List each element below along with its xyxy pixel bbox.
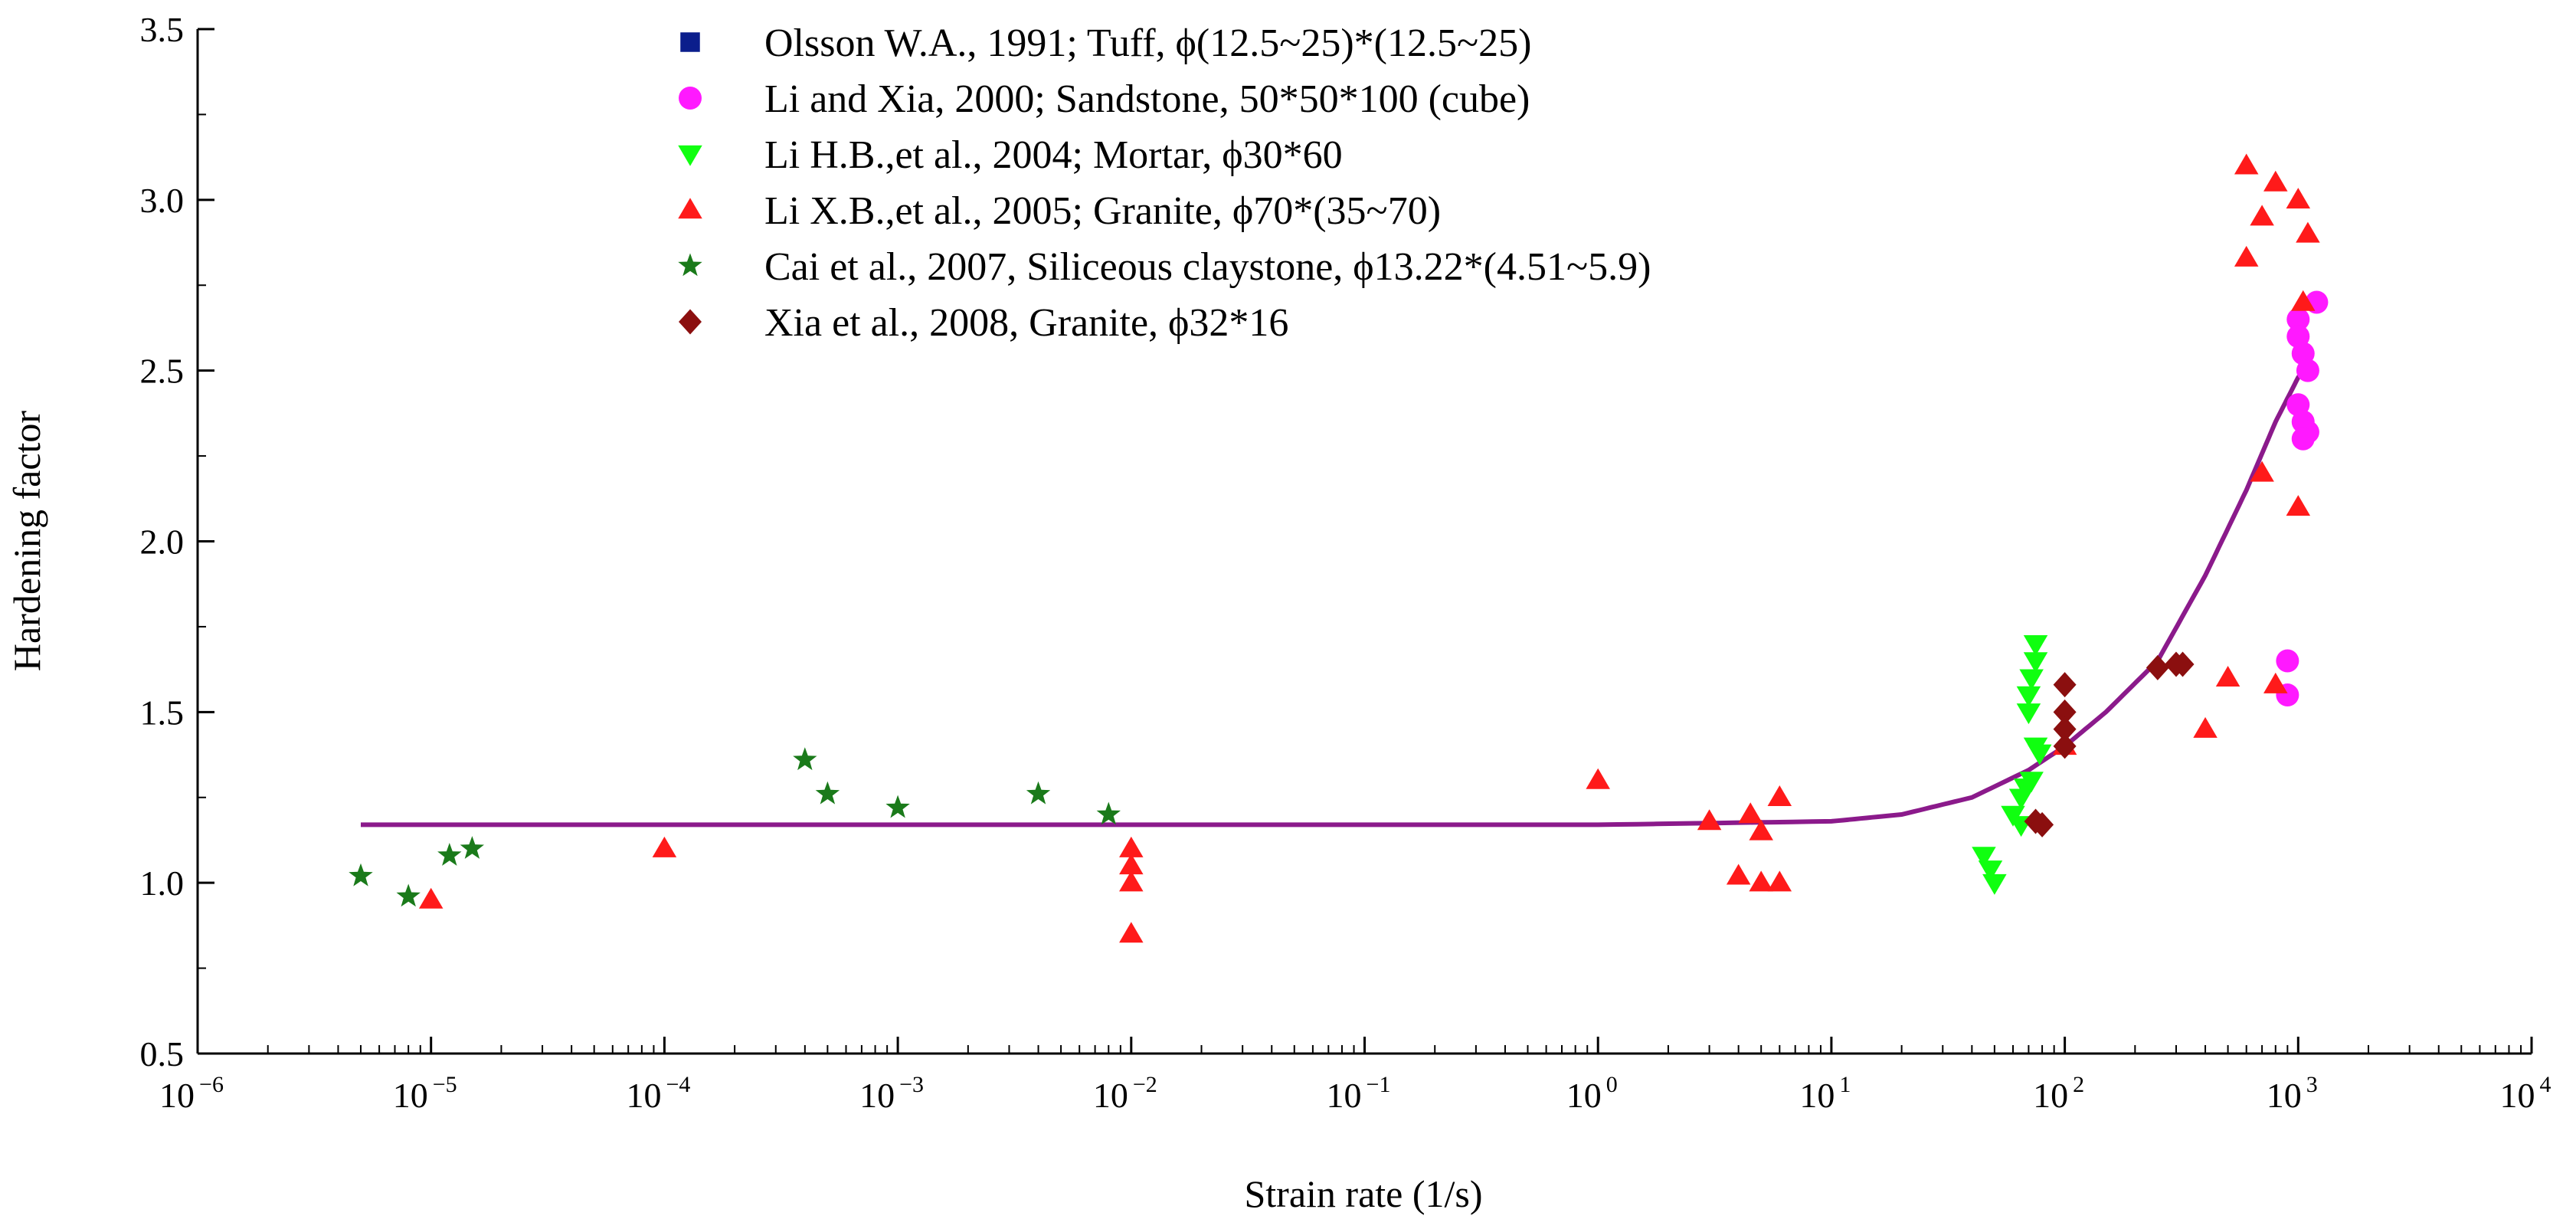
y-tick-label: 0.5 [140,1034,185,1073]
data-point [2053,672,2077,698]
legend-marker [678,198,702,219]
x-tick-label: 10 −4 [626,1072,690,1115]
data-point [2296,221,2320,243]
data-point [2053,733,2077,759]
x-axis-ticks: 10 −6 10 −5 10 −4 10 −3 10 −2 10 −1 10 0 10 1 10 2 10 3 10 4 [159,1037,2551,1115]
data-point [1978,860,2003,882]
legend-label: Li H.B.,et al., 2004; Mortar, ϕ30*60 [764,133,1343,177]
x-tick-label: 10 2 [2033,1072,2084,1115]
x-tick-label: 10 −1 [1327,1072,1391,1115]
legend-label: Cai et al., 2007, Siliceous claystone, ϕ… [764,245,1651,289]
data-point [1767,870,1792,892]
data-point [652,836,677,857]
legend-label: Li and Xia, 2000; Sandstone, 50*50*100 (… [764,77,1530,121]
data-point [1749,870,1773,892]
data-point [2263,170,2288,192]
data-point [2291,427,2315,451]
data-point [1738,802,1763,824]
data-point [2276,649,2299,673]
x-tick-label: 10 4 [2500,1072,2551,1115]
data-point [1982,873,2007,895]
fit-curve [361,362,2310,828]
series-4 [349,747,1121,907]
legend-label: Li X.B.,et al., 2005; Granite, ϕ70*(35~7… [764,189,1441,233]
legend-label: Xia et al., 2008, Granite, ϕ32*16 [764,301,1288,345]
data-point [2016,703,2041,725]
data-point [2053,716,2077,742]
data-point [2286,495,2311,516]
data-point [396,883,421,907]
data-point [815,781,840,805]
data-point [793,747,817,771]
y-tick-label: 2.0 [140,523,185,562]
legend-marker [678,145,702,166]
data-point [2053,699,2077,725]
data-point [1586,768,1610,789]
y-tick-label: 1.0 [140,864,185,903]
data-point [2019,669,2044,690]
data-point [2023,652,2048,673]
legend-marker [679,87,702,110]
data-point [1972,847,1996,868]
data-point [349,863,373,887]
data-point [2027,744,2052,765]
x-tick-label: 10 1 [1799,1072,1851,1115]
y-axis-title: Hardening factor [5,411,48,671]
y-tick-label: 2.5 [140,352,185,391]
data-point [2250,205,2274,226]
data-point [2023,634,2048,656]
data-point [1119,836,1144,857]
x-tick-label: 10 −2 [1093,1072,1157,1115]
data-point [1697,809,1722,831]
data-point [2193,716,2218,738]
data-point [2234,245,2259,267]
data-point [1119,870,1144,892]
data-point [2234,153,2259,175]
series-5 [2024,651,2195,837]
legend-label: Olsson W.A., 1991; Tuff, ϕ(12.5~25)*(12.… [764,21,1531,65]
legend: Olsson W.A., 1991; Tuff, ϕ(12.5~25)*(12.… [678,21,1651,345]
data-point [2263,672,2288,693]
data-point [1119,854,1144,875]
y-axis-ticks: 0.5 1.0 1.5 2.0 2.5 3.0 3.5 [140,10,214,1073]
x-tick-label: 10 0 [1566,1072,1618,1115]
data-point [1119,922,1144,943]
data-point [2031,811,2054,837]
legend-marker [678,253,702,277]
series-1 [2276,290,2329,707]
data-point [1749,819,1773,841]
x-tick-label: 10 −6 [159,1072,224,1115]
data-point [1026,781,1051,805]
data-point [2286,307,2310,331]
data-point [437,843,462,866]
data-point [2013,778,2038,800]
data-point [460,836,484,859]
data-point [2146,654,2169,680]
data-point [1096,801,1121,825]
y-tick-label: 3.5 [140,10,185,49]
y-tick-label: 3.0 [140,181,185,220]
data-point [2291,290,2316,311]
data-point [1726,864,1751,885]
x-tick-label: 10 −5 [393,1072,457,1115]
data-point [1767,785,1792,806]
y-tick-label: 1.5 [140,693,185,732]
x-axis-title: Strain rate (1/s) [1244,1172,1482,1215]
series-2 [1972,634,2052,895]
data-point [885,795,910,818]
data-point [2250,460,2274,482]
data-point [418,887,444,909]
x-tick-label: 10 −3 [859,1072,924,1115]
data-point [2296,359,2319,382]
data-point [2215,666,2240,687]
data-point [2286,188,2311,209]
data-point [2016,686,2041,707]
legend-marker [680,32,700,52]
data-point [2171,651,2195,677]
x-tick-label: 10 3 [2267,1072,2318,1115]
legend-marker [679,309,702,335]
